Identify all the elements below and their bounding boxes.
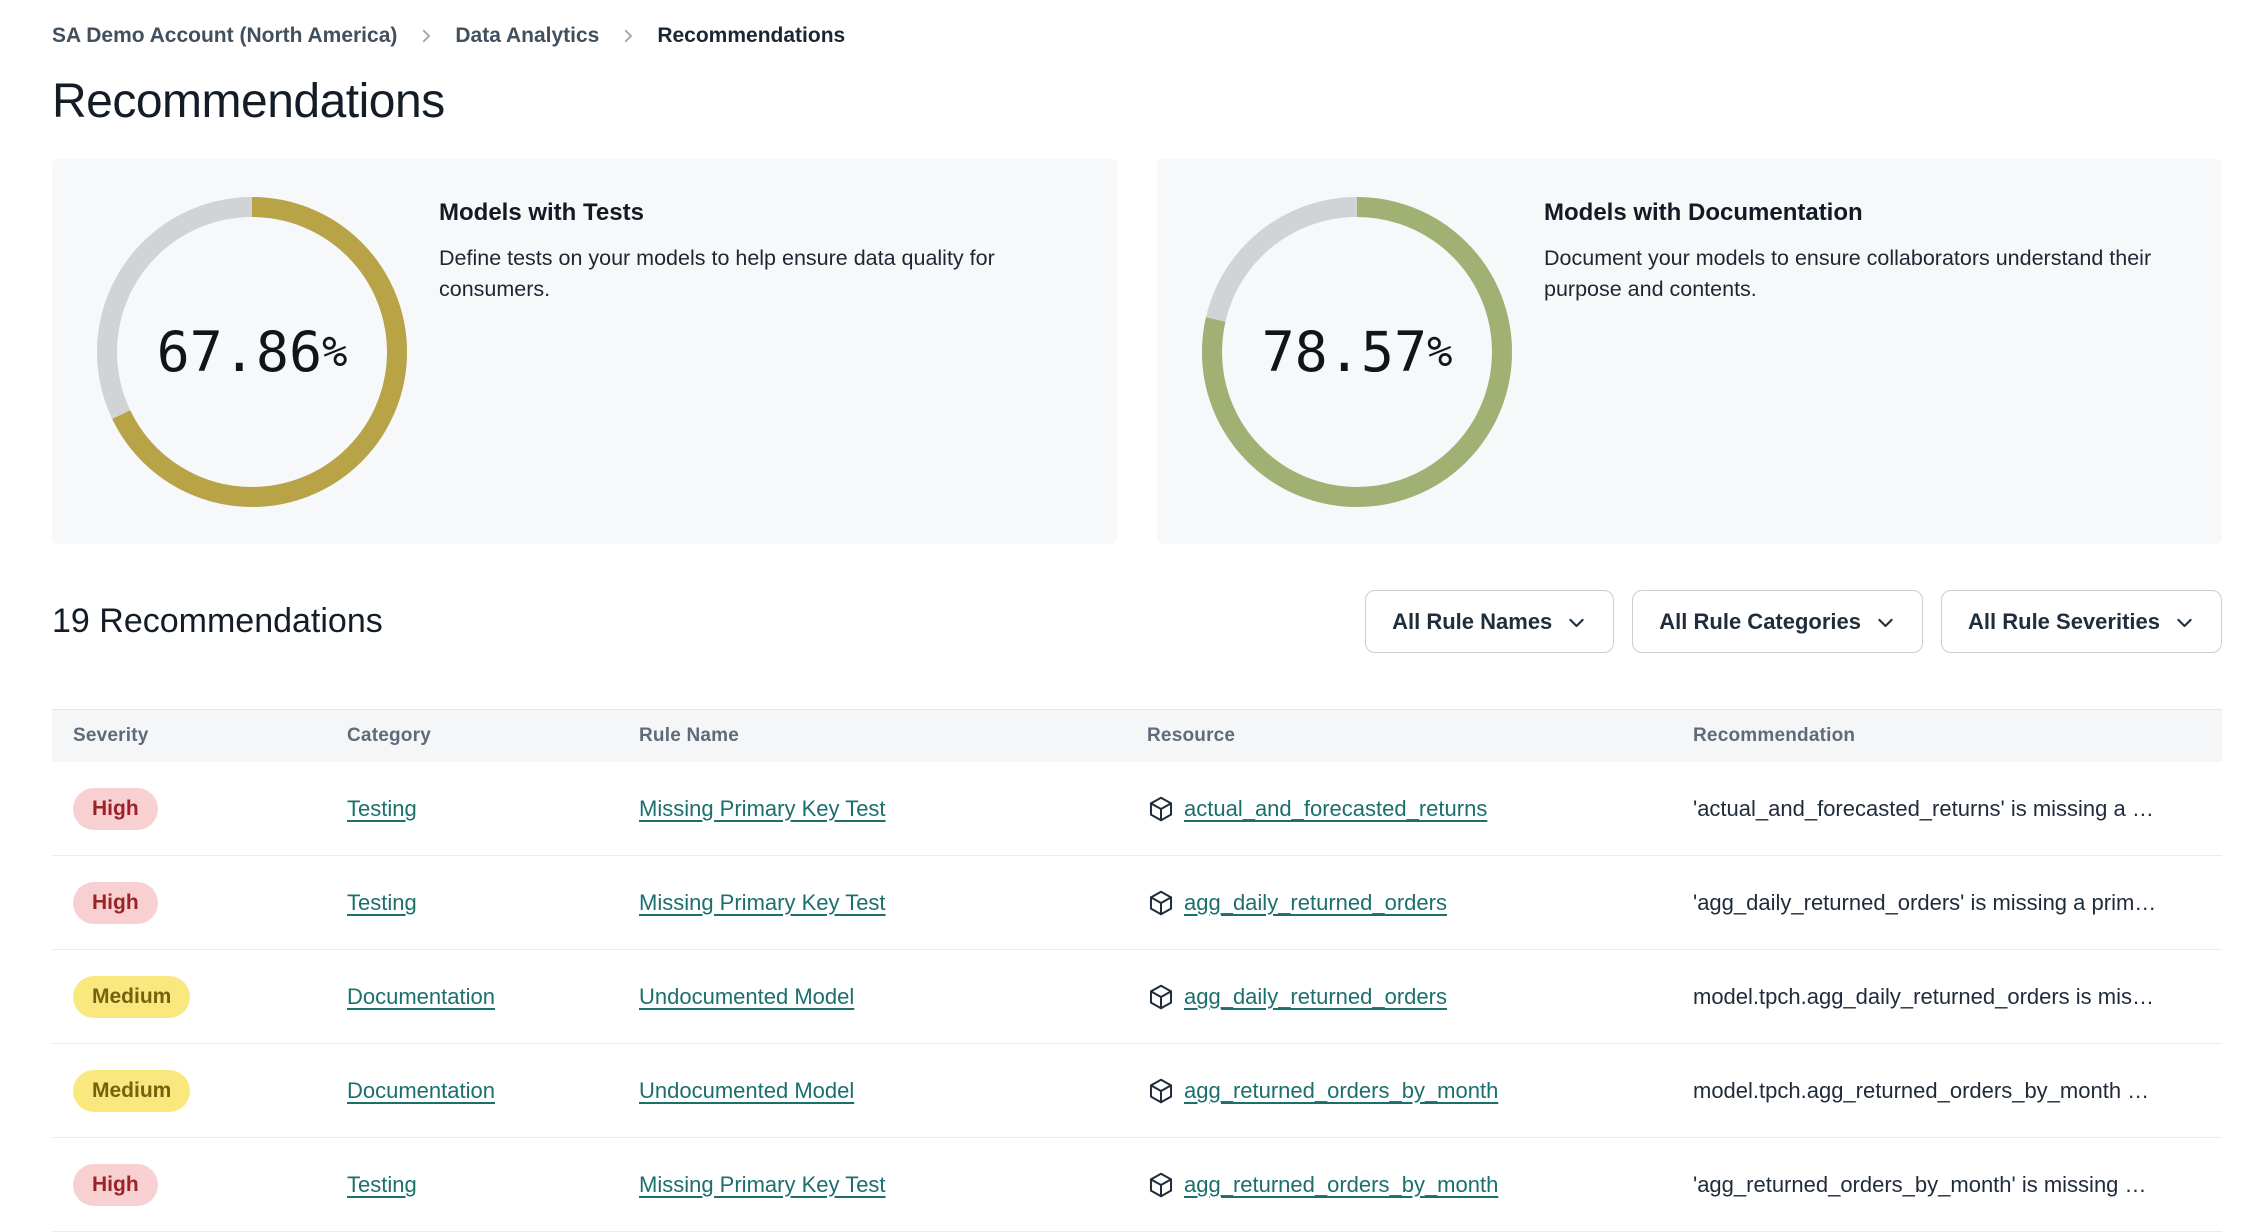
severity-badge: High [73, 1163, 158, 1206]
category-link[interactable]: Documentation [347, 983, 495, 1009]
rule-categories-filter-dropdown[interactable]: All Rule Categories [1632, 590, 1924, 653]
tests-percent-value: 67.86% [156, 319, 348, 384]
recommendation-text: model.tpch.agg_daily_returned_orders is … [1693, 983, 2155, 1009]
column-header-rule-name: Rule Name [639, 725, 740, 746]
column-header-resource: Resource [1147, 725, 1236, 746]
rule-name-link[interactable]: Undocumented Model [639, 983, 855, 1009]
resource-link[interactable]: agg_returned_orders_by_month [1184, 1171, 1499, 1197]
models-with-tests-card: 67.86% Models with Tests Define tests on… [52, 159, 1117, 544]
column-header-category: Category [347, 725, 431, 746]
models-with-documentation-card: 78.57% Models with Documentation Documen… [1157, 159, 2222, 544]
resource-link[interactable]: agg_returned_orders_by_month [1184, 1077, 1499, 1103]
table-row: High Testing Missing Primary Key Test ag… [52, 856, 2222, 950]
table-row: High Testing Missing Primary Key Test ag… [52, 1138, 2222, 1232]
tests-donut-chart: 67.86% [97, 196, 407, 507]
list-toolbar: 19 Recommendations All Rule Names All Ru… [52, 590, 2222, 653]
breadcrumb-project-link[interactable]: Data Analytics [455, 24, 600, 47]
rule-name-link[interactable]: Missing Primary Key Test [639, 889, 886, 915]
resource-link[interactable]: actual_and_forecasted_returns [1184, 795, 1488, 821]
model-cube-icon [1147, 1171, 1175, 1199]
category-link[interactable]: Testing [347, 795, 417, 821]
recommendation-text: 'agg_returned_orders_by_month' is missin… [1693, 1171, 2147, 1197]
documentation-card-title: Models with Documentation [1544, 199, 1863, 226]
severity-badge: High [73, 787, 158, 830]
model-cube-icon [1147, 1077, 1175, 1105]
rule-names-filter-dropdown[interactable]: All Rule Names [1365, 590, 1615, 653]
table-row: High Testing Missing Primary Key Test ac… [52, 762, 2222, 856]
recommendation-text: 'agg_daily_returned_orders' is missing a… [1693, 889, 2157, 915]
model-cube-icon [1147, 983, 1175, 1011]
category-link[interactable]: Testing [347, 889, 417, 915]
documentation-card-description: Document your models to ensure collabora… [1544, 246, 2152, 302]
table-row: Medium Documentation Undocumented Model … [52, 950, 2222, 1044]
tests-card-title: Models with Tests [439, 199, 644, 226]
chevron-right-icon [619, 27, 637, 45]
documentation-percent-value: 78.57% [1261, 319, 1453, 384]
rule-name-link[interactable]: Missing Primary Key Test [639, 1171, 886, 1197]
metric-cards: 67.86% Models with Tests Define tests on… [52, 159, 2222, 544]
rule-name-link[interactable]: Undocumented Model [639, 1077, 855, 1103]
resource-link[interactable]: agg_daily_returned_orders [1184, 983, 1447, 1009]
column-header-recommendation: Recommendation [1693, 725, 1856, 746]
breadcrumb-account-link[interactable]: SA Demo Account (North America) [52, 24, 398, 47]
recommendation-text: 'actual_and_forecasted_returns' is missi… [1693, 795, 2154, 821]
table-header-row: Severity Category Rule Name Resource Rec… [52, 710, 2222, 762]
rule-name-link[interactable]: Missing Primary Key Test [639, 795, 886, 821]
page-title: Recommendations [52, 75, 445, 128]
recommendations-table: Severity Category Rule Name Resource Rec… [52, 709, 2222, 1232]
model-cube-icon [1147, 889, 1175, 917]
filter-group: All Rule Names All Rule Categories All R… [1365, 590, 2222, 653]
recommendations-count: 19 Recommendations [52, 602, 383, 640]
tests-card-description: Define tests on your models to help ensu… [439, 246, 995, 302]
severity-badge: Medium [73, 975, 191, 1018]
breadcrumb: SA Demo Account (North America) Data Ana… [52, 20, 2222, 48]
table-row: Medium Documentation Undocumented Model … [52, 1044, 2222, 1138]
severity-badge: Medium [73, 1069, 191, 1112]
chevron-right-icon [417, 27, 435, 45]
recommendation-text: model.tpch.agg_returned_orders_by_month … [1693, 1077, 2150, 1103]
category-link[interactable]: Testing [347, 1171, 417, 1197]
resource-link[interactable]: agg_daily_returned_orders [1184, 889, 1447, 915]
category-link[interactable]: Documentation [347, 1077, 495, 1103]
documentation-donut-chart: 78.57% [1202, 196, 1512, 507]
table-body: High Testing Missing Primary Key Test ac… [52, 762, 2222, 1232]
model-cube-icon [1147, 795, 1175, 823]
column-header-severity: Severity [73, 725, 149, 746]
chevron-down-icon [1878, 618, 1893, 628]
chevron-down-icon [2177, 618, 2192, 628]
chevron-down-icon [1569, 618, 1584, 628]
severity-badge: High [73, 881, 158, 924]
breadcrumb-current: Recommendations [657, 24, 846, 47]
rule-severities-filter-dropdown[interactable]: All Rule Severities [1941, 590, 2222, 653]
